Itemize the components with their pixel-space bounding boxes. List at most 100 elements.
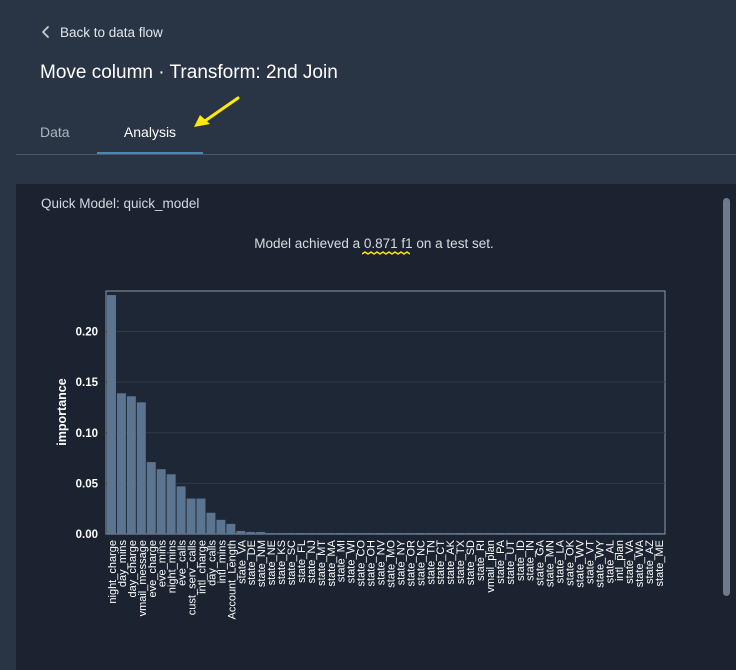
bar: [196, 498, 206, 534]
bar: [475, 532, 484, 534]
x-tick-label: state_WA: [634, 539, 646, 587]
bar: [385, 532, 395, 534]
x-tick-label: night_mins: [167, 540, 179, 594]
x-tick-label: state_KS: [276, 540, 288, 585]
bar: [146, 462, 156, 534]
x-tick-label: intl_plan: [614, 540, 626, 581]
bar: [564, 532, 574, 534]
y-tick-label: 0.20: [76, 327, 98, 339]
page-title: Move column · Transform: 2nd Join: [40, 62, 338, 83]
bar: [206, 512, 216, 534]
x-tick-label: state_SC: [286, 540, 298, 585]
y-tick-label: 0.00: [76, 529, 98, 541]
x-tick-label: state_UT: [505, 540, 517, 585]
x-tick-label: state_OR: [405, 540, 417, 587]
bar: [276, 532, 286, 534]
bar: [345, 532, 355, 534]
x-tick-label: state_SD: [465, 540, 477, 585]
summary-prefix: Model achieved a: [254, 236, 364, 251]
bar: [236, 530, 246, 534]
bar: [614, 532, 624, 534]
x-tick-label: state_RI: [475, 540, 487, 581]
bar: [216, 519, 226, 534]
bar: [226, 523, 236, 534]
bar: [166, 474, 176, 534]
bar: [484, 532, 494, 534]
bar: [325, 532, 335, 534]
tab-analysis[interactable]: Analysis: [97, 112, 203, 154]
x-tick-label: state_TX: [455, 539, 467, 584]
x-tick-label: state_ID: [515, 540, 527, 581]
x-tick-label: state_PA: [495, 539, 507, 583]
x-tick-label: state_VA: [624, 539, 636, 583]
vertical-scrollbar[interactable]: [723, 198, 730, 596]
bar: [604, 532, 614, 534]
bar: [415, 532, 425, 534]
y-tick-label: 0.10: [76, 428, 98, 440]
bar: [305, 532, 315, 534]
chevron-left-icon: [42, 26, 49, 38]
x-tick-label: state_MA: [326, 539, 338, 586]
highlight-squiggle-icon: [361, 251, 410, 255]
y-tick-label: 0.15: [76, 377, 99, 389]
bar: [355, 532, 365, 534]
x-tick-label: state_CO: [356, 540, 368, 587]
summary-score: 0.871 f1: [363, 236, 413, 251]
annotation-arrow-icon: [194, 96, 240, 127]
bar: [186, 498, 196, 534]
x-tick-label: state_AZ: [644, 540, 656, 584]
bar: [176, 486, 186, 534]
summary-suffix: on a test set.: [412, 236, 494, 251]
x-tick-label: state_VA: [236, 539, 248, 583]
bar: [574, 532, 584, 534]
x-tick-label: state_NC: [415, 540, 427, 586]
x-tick-label: state_WI: [346, 540, 358, 583]
x-tick-label: day_mins: [117, 540, 129, 588]
x-tick-label: state_NV: [376, 539, 388, 585]
bar: [335, 532, 345, 534]
x-tick-label: state_IN: [525, 540, 537, 581]
x-tick-label: state_AK: [445, 539, 457, 584]
x-tick-label: state_FL: [296, 540, 308, 583]
plot-area: [105, 290, 666, 535]
x-tick-label: state_LA: [555, 539, 567, 583]
feature-importance-chart: 0.00 0.05 0.10 0.15 0.20 night_chargeday_min…: [55, 290, 666, 620]
bar: [246, 531, 256, 534]
bar: [395, 532, 405, 534]
bar: [554, 532, 564, 534]
y-tick-label: 0.05: [76, 478, 99, 490]
x-tick-label: state_TN: [425, 540, 437, 585]
x-tick-label: state_MN: [545, 540, 557, 587]
x-tick-label: intl_charge: [196, 540, 208, 594]
x-tick-label: state_NM: [256, 540, 268, 587]
bar: [266, 532, 276, 534]
bar: [375, 532, 385, 534]
bar: [107, 295, 116, 534]
x-tick-label: state_ME: [654, 540, 666, 586]
x-tick-label: day_charge: [127, 540, 139, 598]
x-tick-label: eve_calls: [177, 540, 189, 586]
bar: [455, 532, 465, 534]
bar: [126, 396, 136, 534]
bar: [624, 532, 634, 534]
x-tick-label: state_OH: [366, 540, 378, 587]
x-tick-label: cust_serv_calls: [187, 540, 199, 616]
bar: [116, 393, 126, 534]
bar: [425, 532, 435, 534]
x-tick-label: state_MO: [385, 540, 397, 588]
x-tick-label: eve_charge: [147, 540, 159, 598]
bar: [524, 532, 534, 534]
back-to-data-flow-link[interactable]: Back to data flow: [40, 22, 163, 42]
bar: [644, 532, 654, 534]
bar: [365, 532, 375, 534]
bar: [315, 532, 325, 534]
bar: [445, 532, 455, 534]
x-tick-label: Account_Length: [226, 540, 238, 620]
x-tick-label: state_WY: [594, 539, 606, 587]
panel-title: Quick Model: quick_model: [41, 196, 200, 211]
tab-data[interactable]: Data: [40, 124, 70, 140]
x-tick-label: day_calls: [206, 540, 218, 586]
bar: [435, 532, 445, 534]
model-summary: Model achieved a 0.871 f1 on a test set.: [16, 236, 722, 255]
tab-bar: Data Analysis: [16, 112, 736, 155]
